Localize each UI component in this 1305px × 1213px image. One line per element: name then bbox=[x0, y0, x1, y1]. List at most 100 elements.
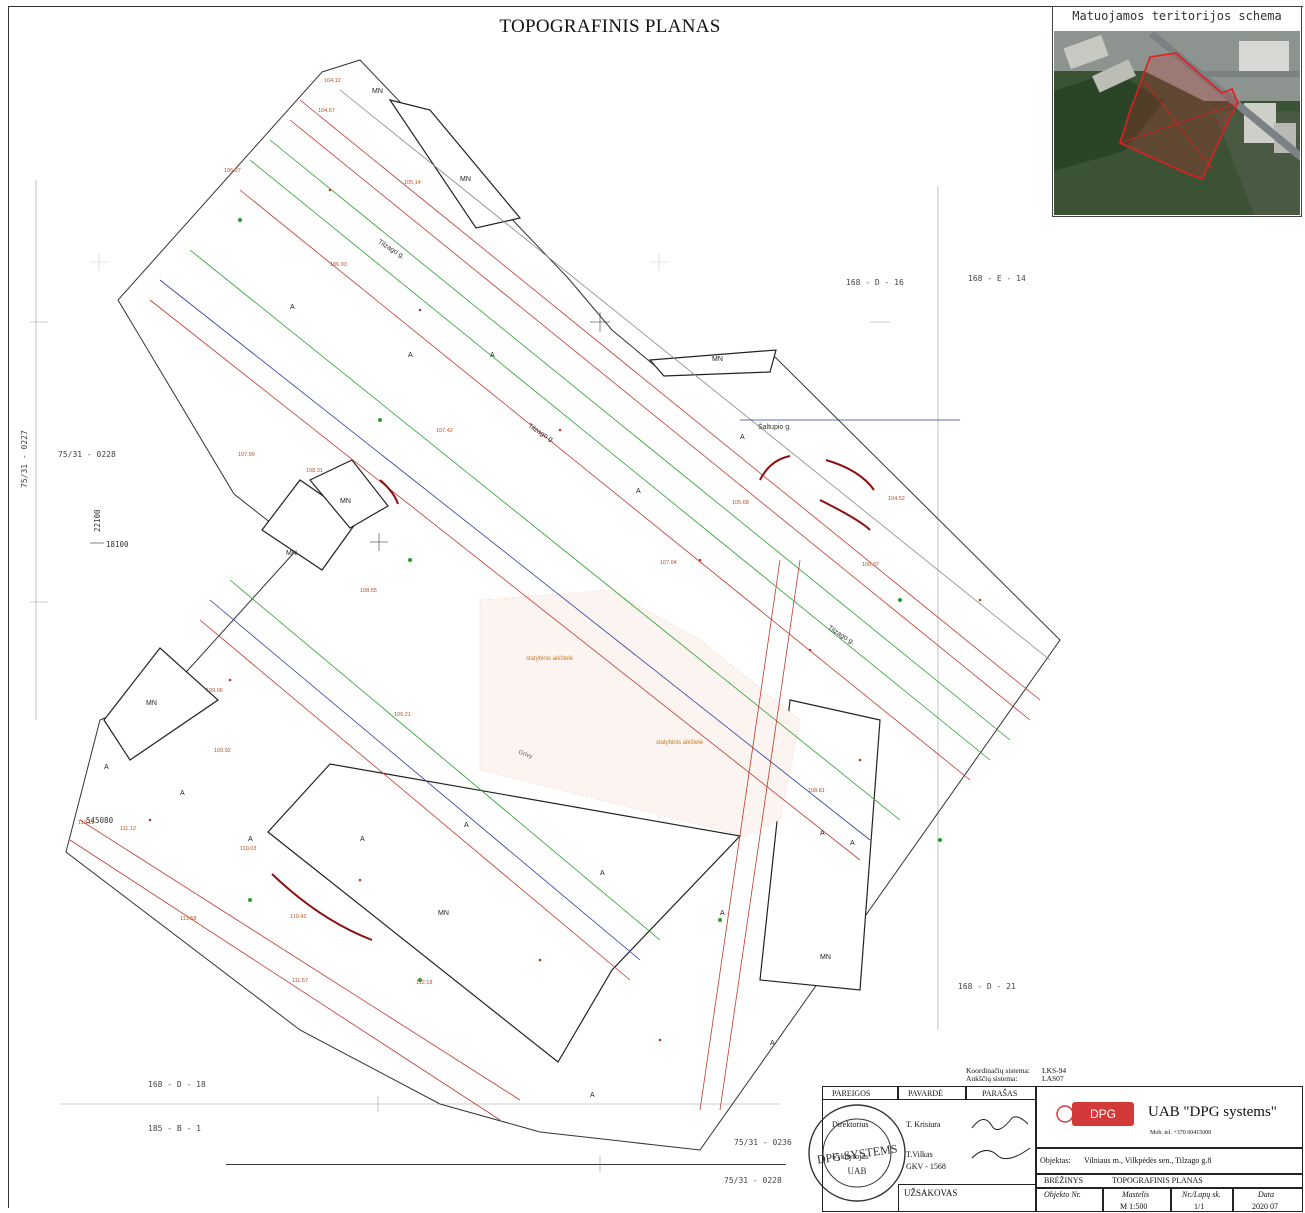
elevation-label: 109.06 bbox=[206, 688, 223, 694]
elevation-label: 109.92 bbox=[214, 748, 231, 754]
sheet-ref-bottom-left-b: 185 - B - 1 bbox=[148, 1124, 201, 1133]
client-cell bbox=[898, 1184, 1036, 1212]
signatures-drawing bbox=[971, 1116, 1031, 1160]
company-logo-text: DPG systems bbox=[1080, 1107, 1125, 1145]
elevation-label: 104.67 bbox=[318, 108, 335, 114]
area-mark: A bbox=[248, 836, 253, 843]
elevation-label: 107.42 bbox=[436, 428, 453, 434]
area-mark: A bbox=[490, 352, 495, 359]
elevation-label: 106.93 bbox=[330, 262, 347, 268]
area-mark: A bbox=[464, 822, 469, 829]
construction-site bbox=[479, 589, 801, 837]
zone-mark: MN bbox=[340, 498, 351, 505]
sheet-ref-bottom-mid-a: 75/31 - 0236 bbox=[734, 1138, 792, 1147]
elevation-label: 104.52 bbox=[888, 496, 905, 502]
header-cell-name bbox=[898, 1086, 966, 1100]
col-date-header: Data bbox=[1258, 1190, 1274, 1199]
location-schema: Matuojamos teritorijos schema bbox=[1052, 6, 1302, 217]
header-cell-sign bbox=[966, 1086, 1036, 1100]
elevation-label: 107.99 bbox=[238, 452, 255, 458]
area-mark: A bbox=[104, 764, 109, 771]
feature-label: statybinis aikštelė bbox=[656, 740, 704, 746]
area-mark: A bbox=[636, 488, 641, 495]
feature-label: statybinis aikštelė bbox=[526, 656, 574, 662]
elevation-label: 109.21 bbox=[394, 712, 411, 718]
elevation-label: 112.18 bbox=[416, 980, 433, 986]
title-block: PAREIGOS PAVARDĖ PARAŠAS Direktorius T. … bbox=[822, 1086, 1303, 1212]
elevation-label: 105.14 bbox=[404, 180, 421, 186]
elevation-label: 113.58 bbox=[180, 916, 197, 922]
object-value: Vilniaus m., Vilkpėdės sen., Tilzago g.8 bbox=[1084, 1156, 1212, 1165]
location-schema-title: Matuojamos teritorijos schema bbox=[1072, 9, 1282, 23]
height-system-value: LAS07 bbox=[1042, 1074, 1064, 1083]
col-cell-sheet bbox=[1171, 1188, 1233, 1212]
elevation-label: 108.55 bbox=[360, 588, 377, 594]
area-mark: A bbox=[820, 830, 825, 837]
area-mark: A bbox=[600, 870, 605, 877]
row-name-director: T. Krisiura bbox=[906, 1120, 941, 1129]
object-cell bbox=[1036, 1148, 1303, 1174]
sheet-ref-top-right-b: 168 - E - 14 bbox=[968, 274, 1026, 283]
zone-mark: MN bbox=[712, 356, 723, 363]
coordinate-system-label: Koordinačių sistema: bbox=[966, 1066, 1030, 1075]
col-cell-object bbox=[1036, 1188, 1103, 1212]
map-title: TOPOGRAFINIS PLANAS bbox=[499, 16, 721, 37]
col-cell-date bbox=[1233, 1188, 1303, 1212]
left-border-line bbox=[8, 6, 9, 1208]
object-label: Objektas: bbox=[1040, 1156, 1071, 1165]
elevation-label: 113.12 bbox=[78, 820, 95, 826]
company-logo: DPG systems bbox=[1072, 1102, 1134, 1145]
area-mark: A bbox=[408, 352, 413, 359]
zone-mark: MN bbox=[820, 954, 831, 961]
grid-y-label: 18100 bbox=[106, 540, 129, 549]
elevation-label: 108.31 bbox=[306, 468, 323, 474]
col-sheet-value: 1/1 bbox=[1194, 1202, 1205, 1211]
satellite-image bbox=[1054, 31, 1300, 215]
elevation-label: 104.12 bbox=[324, 78, 341, 84]
row-role-director: Direktorius bbox=[832, 1120, 869, 1129]
zone-mark: MN bbox=[438, 910, 449, 917]
drawing-value: TOPOGRAFINIS PLANAS bbox=[1112, 1176, 1203, 1185]
header-name: PAVARDĖ bbox=[908, 1089, 943, 1098]
height-system-label: Aukščių sistema: bbox=[966, 1074, 1018, 1083]
elevation-label: 110.42 bbox=[290, 914, 307, 920]
street-label: Šaltupio g. bbox=[758, 424, 792, 431]
zone-mark: MN bbox=[460, 176, 471, 183]
survey-boundary bbox=[1119, 52, 1239, 181]
col-cell-scale bbox=[1103, 1188, 1171, 1212]
elevation-label: 107.04 bbox=[660, 560, 677, 566]
company-name: UAB "DPG systems" bbox=[1148, 1104, 1277, 1120]
elevation-label: 111.57 bbox=[292, 978, 309, 984]
col-object-header: Objekto Nr. bbox=[1044, 1190, 1081, 1199]
client-label: UŽSAKOVAS bbox=[904, 1188, 958, 1198]
company-cell bbox=[1036, 1086, 1303, 1148]
area-mark: A bbox=[180, 790, 185, 797]
row-role-executor: Vykdytojas bbox=[832, 1152, 868, 1161]
col-date-value: 2020 07 bbox=[1252, 1202, 1278, 1211]
elevation-label: 108.81 bbox=[808, 788, 825, 794]
elevation-label: 110.03 bbox=[240, 846, 257, 852]
zone-mark: MN bbox=[372, 88, 383, 95]
sheet-ref-top-right-a: 168 - D - 16 bbox=[846, 278, 904, 287]
area-mark: A bbox=[360, 836, 365, 843]
sheet-ref-bottom-mid-b: 75/31 - 0228 bbox=[724, 1176, 782, 1185]
elevation-label: 106.37 bbox=[862, 562, 879, 568]
zone-mark: MN bbox=[146, 700, 157, 707]
drawing-label: BRĖŽINYS bbox=[1044, 1176, 1084, 1185]
drawing-cell bbox=[1036, 1174, 1303, 1188]
sheet-ref-left-mid: 75/31 - 0228 bbox=[58, 450, 116, 459]
area-mark: A bbox=[290, 304, 295, 311]
header-role: PAREIGOS bbox=[832, 1089, 871, 1098]
col-scale-header: Mastelis bbox=[1122, 1190, 1150, 1199]
header-sign: PARAŠAS bbox=[982, 1089, 1018, 1098]
elevation-label: 111.12 bbox=[120, 826, 137, 832]
logo-emblem bbox=[1056, 1105, 1072, 1123]
col-sheet-header: Nr./Lapų sk. bbox=[1182, 1190, 1221, 1199]
row-license: GKV - 1568 bbox=[906, 1162, 946, 1171]
stamp-text: DPG SYSTEMS bbox=[816, 1141, 898, 1166]
area-mark: A bbox=[740, 434, 745, 441]
col-scale-value: M 1:500 bbox=[1120, 1202, 1148, 1211]
area-mark: A bbox=[850, 840, 855, 847]
zone-mark: MN bbox=[286, 550, 297, 557]
